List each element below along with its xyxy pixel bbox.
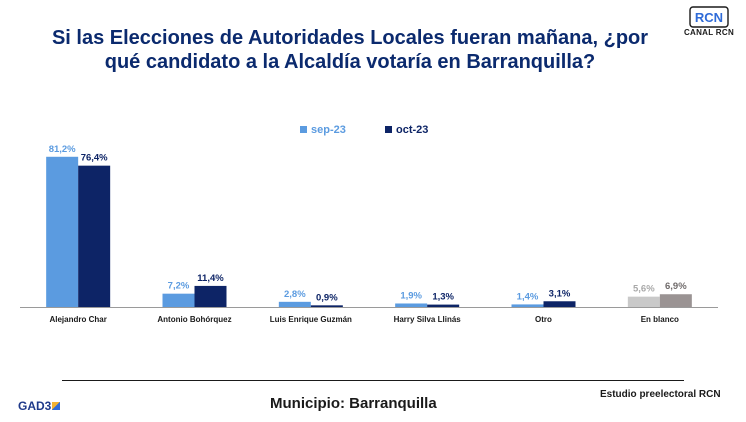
municipio-label: Municipio: Barranquilla xyxy=(270,395,437,412)
bar-sep-23-2 xyxy=(278,301,311,307)
data-label-sep-23-3: 1,9% xyxy=(400,290,422,301)
bar-oct-23-3 xyxy=(427,304,460,307)
bar-oct-23-5 xyxy=(659,294,692,307)
bar-sep-23-5 xyxy=(627,296,660,307)
bar-chart: sep-23 oct-23 81,2% 76,4% Alejandro Char 7,2%… xyxy=(20,124,718,324)
data-label-sep-23-1: 7,2% xyxy=(168,281,190,292)
data-label-sep-23-5: 5,6% xyxy=(633,284,655,295)
legend-swatch-sep-23 xyxy=(300,126,307,133)
logo-caption: CANAL RCN xyxy=(683,28,735,37)
canal-rcn-logo: RCN CANAL RCN xyxy=(678,6,740,42)
bar-sep-23-1 xyxy=(162,293,195,307)
bar-sep-23-4 xyxy=(511,304,544,307)
data-label-sep-23-4: 1,4% xyxy=(517,291,539,302)
data-label-oct-23-0: 76,4% xyxy=(81,153,108,164)
chart-title: Si las Elecciones de Autoridades Locales… xyxy=(30,26,670,74)
gad3-label: GAD3 xyxy=(18,399,52,413)
bar-oct-23-2 xyxy=(310,305,343,307)
category-label-3: Harry Silva Llinás xyxy=(394,315,462,324)
gad3-cube-icon xyxy=(52,402,61,410)
rcn-logo-mark: RCN xyxy=(695,10,723,25)
bar-oct-23-1 xyxy=(194,285,227,307)
category-label-5: En blanco xyxy=(641,315,679,324)
data-label-oct-23-4: 3,1% xyxy=(549,288,571,299)
category-label-2: Luis Enrique Guzmán xyxy=(270,315,352,324)
chart-title-line-2: qué candidato a la Alcaldía votaría en B… xyxy=(104,51,596,73)
legend-label-sep-23: sep-23 xyxy=(311,124,346,136)
data-label-oct-23-2: 0,9% xyxy=(316,292,338,303)
data-label-oct-23-1: 11,4% xyxy=(197,273,224,284)
category-label-4: Otro xyxy=(535,315,552,324)
data-label-sep-23-0: 81,2% xyxy=(49,144,76,155)
bar-oct-23-0 xyxy=(78,165,111,307)
data-label-oct-23-3: 1,3% xyxy=(432,292,454,303)
category-label-1: Antonio Bohórquez xyxy=(157,315,231,324)
data-label-oct-23-5: 6,9% xyxy=(665,281,687,292)
footer-divider xyxy=(62,380,684,381)
legend-label-oct-23: oct-23 xyxy=(396,124,428,136)
rcn-logo-icon: RCN xyxy=(689,6,729,28)
bar-oct-23-4 xyxy=(543,301,576,307)
data-label-sep-23-2: 2,8% xyxy=(284,289,306,300)
category-label-0: Alejandro Char xyxy=(49,315,106,324)
gad3-logo: GAD3 xyxy=(18,399,61,413)
chart-title-line-1: Si las Elecciones de Autoridades Locales… xyxy=(51,27,649,49)
legend-swatch-oct-23 xyxy=(385,126,392,133)
bar-sep-23-3 xyxy=(395,303,428,307)
bar-sep-23-0 xyxy=(46,156,79,307)
study-label: Estudio preelectoral RCN xyxy=(600,389,721,400)
